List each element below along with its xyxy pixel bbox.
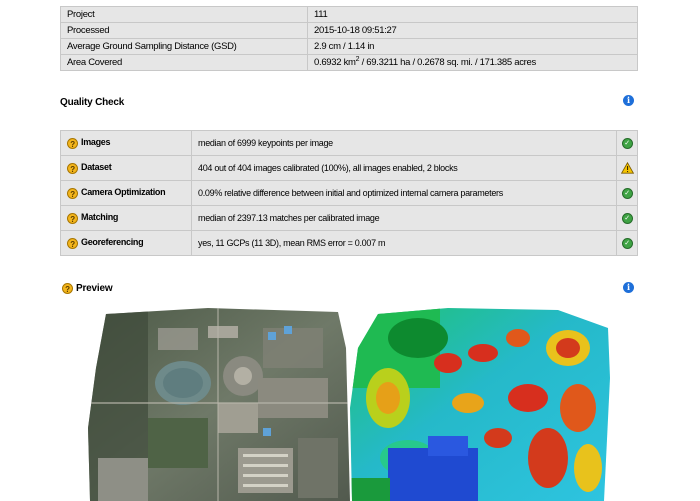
quality-check-title: Quality Check bbox=[60, 97, 125, 108]
table-row: ? Camera Optimization 0.09% relative diff… bbox=[60, 180, 638, 206]
summary-value: 0.6932 km2 / 69.3211 ha / 0.2678 sq. mi.… bbox=[307, 54, 638, 71]
area-rest: / 69.3211 ha / 0.2678 sq. mi. / 171.385 … bbox=[359, 57, 537, 69]
quality-item-name: Georeferencing bbox=[81, 237, 144, 248]
table-row: ? Matching median of 2397.13 matches per … bbox=[60, 205, 638, 231]
quality-item-value: median of 2397.13 matches per calibrated… bbox=[191, 205, 617, 231]
check-icon: ✓ bbox=[621, 213, 633, 224]
check-icon: ✓ bbox=[621, 138, 633, 149]
preview-title: ? Preview bbox=[62, 283, 113, 295]
summary-row-area: Area Covered 0.6932 km2 / 69.3211 ha / 0… bbox=[60, 54, 638, 71]
check-icon: ✓ bbox=[621, 238, 633, 249]
help-icon[interactable]: ? bbox=[67, 187, 78, 199]
help-icon[interactable]: ? bbox=[67, 162, 78, 174]
table-row: ? Georeferencing yes, 11 GCPs (11 3D), me… bbox=[60, 230, 638, 256]
summary-table: Project 111 Processed 2015-10-18 09:51:2… bbox=[60, 6, 638, 71]
quality-item-value: median of 6999 keypoints per image bbox=[191, 130, 617, 156]
summary-label: Area Covered bbox=[60, 54, 308, 71]
summary-value: 2.9 cm / 1.14 in bbox=[307, 38, 638, 55]
summary-row-project: Project 111 bbox=[60, 6, 638, 23]
summary-label: Processed bbox=[60, 22, 308, 39]
help-icon[interactable]: ? bbox=[67, 137, 78, 149]
orthomosaic-image bbox=[88, 308, 350, 501]
summary-label: Average Ground Sampling Distance (GSD) bbox=[60, 38, 308, 55]
quality-item-value: 404 out of 404 images calibrated (100%),… bbox=[191, 155, 617, 181]
warning-icon bbox=[620, 162, 634, 174]
info-icon[interactable]: i bbox=[623, 282, 634, 293]
area-superscript: 2 bbox=[355, 56, 360, 64]
quality-item-value: 0.09% relative difference between initia… bbox=[191, 180, 617, 206]
summary-row-gsd: Average Ground Sampling Distance (GSD) 2… bbox=[60, 38, 638, 55]
area-km: 0.6932 km bbox=[314, 57, 356, 69]
table-row: ? Images median of 6999 keypoints per ima… bbox=[60, 130, 638, 156]
summary-label: Project bbox=[60, 6, 308, 23]
quality-item-name: Dataset bbox=[81, 162, 112, 173]
help-icon[interactable]: ? bbox=[67, 237, 78, 249]
quality-item-name: Camera Optimization bbox=[81, 187, 166, 198]
help-icon[interactable]: ? bbox=[62, 283, 73, 294]
check-icon: ✓ bbox=[621, 188, 633, 199]
summary-value: 2015-10-18 09:51:27 bbox=[307, 22, 638, 39]
quality-item-value: yes, 11 GCPs (11 3D), mean RMS error = 0… bbox=[191, 230, 617, 256]
summary-value: 111 bbox=[307, 6, 638, 23]
summary-row-processed: Processed 2015-10-18 09:51:27 bbox=[60, 22, 638, 39]
quality-item-name: Matching bbox=[81, 212, 119, 223]
preview-images bbox=[88, 308, 610, 501]
preview-title-label: Preview bbox=[76, 283, 113, 295]
dsm-image bbox=[350, 308, 610, 501]
help-icon[interactable]: ? bbox=[67, 212, 78, 224]
quality-item-name: Images bbox=[81, 137, 111, 148]
quality-check-table: ? Images median of 6999 keypoints per ima… bbox=[60, 130, 638, 256]
info-icon[interactable]: i bbox=[623, 95, 634, 106]
table-row: ? Dataset 404 out of 404 images calibrate… bbox=[60, 155, 638, 181]
